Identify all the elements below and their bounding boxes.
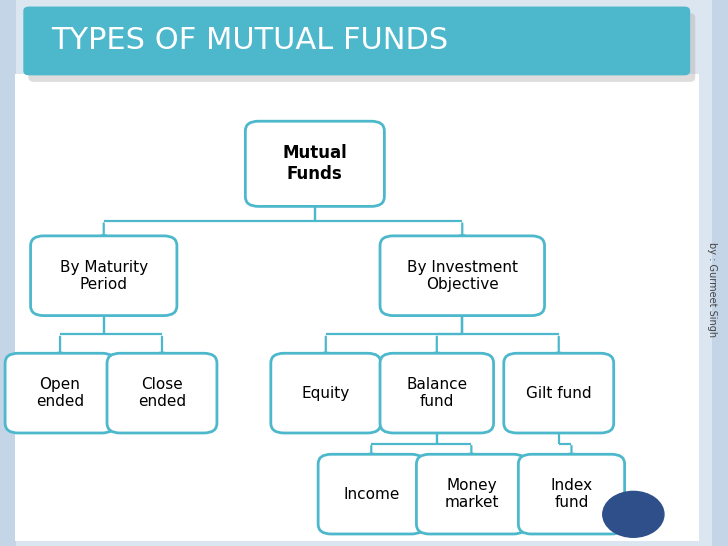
FancyBboxPatch shape	[5, 353, 115, 433]
FancyBboxPatch shape	[15, 74, 699, 541]
FancyBboxPatch shape	[504, 353, 614, 433]
FancyBboxPatch shape	[23, 7, 690, 75]
FancyBboxPatch shape	[380, 353, 494, 433]
FancyBboxPatch shape	[380, 236, 545, 316]
Text: Gilt fund: Gilt fund	[526, 385, 592, 401]
Text: Mutual
Funds: Mutual Funds	[282, 144, 347, 183]
FancyBboxPatch shape	[318, 454, 424, 534]
Text: Close
ended: Close ended	[138, 377, 186, 410]
Text: Money
market: Money market	[444, 478, 499, 511]
Text: Balance
fund: Balance fund	[406, 377, 467, 410]
FancyBboxPatch shape	[416, 454, 526, 534]
Circle shape	[603, 491, 664, 537]
Text: Equity: Equity	[301, 385, 350, 401]
Text: Open
ended: Open ended	[36, 377, 84, 410]
Text: Income: Income	[343, 486, 400, 502]
FancyBboxPatch shape	[107, 353, 217, 433]
Text: By Investment
Objective: By Investment Objective	[407, 259, 518, 292]
FancyBboxPatch shape	[31, 236, 177, 316]
Text: by : Gurmeet Singh: by : Gurmeet Singh	[707, 242, 717, 337]
FancyBboxPatch shape	[0, 0, 16, 546]
Text: By Maturity
Period: By Maturity Period	[60, 259, 148, 292]
Text: TYPES OF MUTUAL FUNDS: TYPES OF MUTUAL FUNDS	[51, 26, 448, 56]
FancyBboxPatch shape	[245, 121, 384, 206]
FancyBboxPatch shape	[28, 13, 695, 82]
FancyBboxPatch shape	[271, 353, 381, 433]
Text: Index
fund: Index fund	[550, 478, 593, 511]
FancyBboxPatch shape	[518, 454, 625, 534]
FancyBboxPatch shape	[712, 0, 728, 546]
